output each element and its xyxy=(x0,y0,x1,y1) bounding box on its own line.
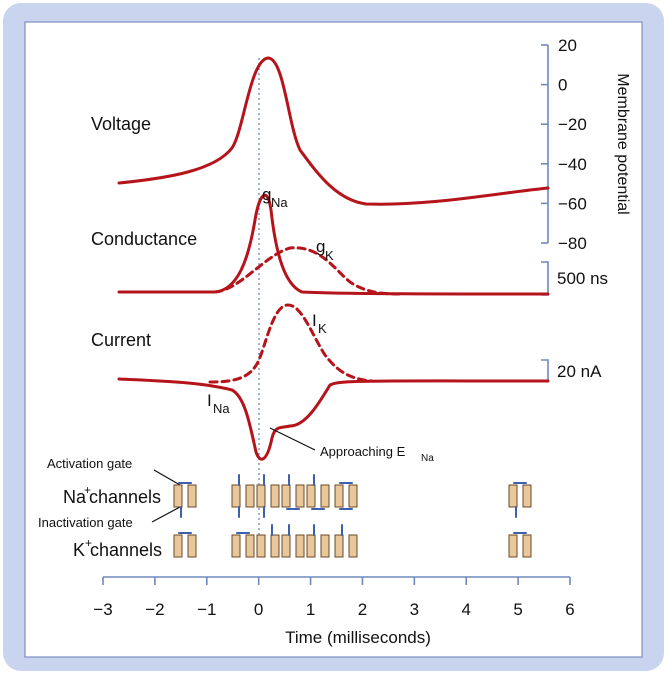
i-k-label-sub: K xyxy=(318,321,327,336)
conductance-traces xyxy=(117,194,550,296)
conductance-scale-label: 500 ns xyxy=(557,269,608,288)
g-k-label-sub: K xyxy=(325,248,334,263)
activation-gate-pointer xyxy=(153,469,181,486)
approaching-label-sub: Na xyxy=(421,453,434,464)
time-tick-label: 5 xyxy=(513,600,522,619)
k-channel-icon xyxy=(508,532,532,558)
na-channel-icon xyxy=(256,474,280,518)
k-channels-label-sup: + xyxy=(85,536,92,550)
na-channel-icon xyxy=(231,474,255,518)
k-channel-icon xyxy=(281,524,305,558)
k-channels-label-rest: channels xyxy=(90,540,162,560)
g-k-label: g K xyxy=(316,237,334,263)
i-na-label-main: I xyxy=(207,391,212,410)
approaching-label-main: Approaching E xyxy=(320,444,406,459)
time-axis-label: Time (milliseconds) xyxy=(285,628,431,647)
time-tick-label: 6 xyxy=(565,600,574,619)
na-channels-label-sup: + xyxy=(84,483,91,497)
g-na-label: g Na xyxy=(262,185,288,210)
g-na-label-main: g xyxy=(262,185,271,204)
time-tick-label: −3 xyxy=(93,600,112,619)
na-channels-label: Na + channels xyxy=(63,483,161,507)
na-channels-label-rest: channels xyxy=(89,487,161,507)
na-channel-icon xyxy=(281,474,305,510)
potential-tick-label: −40 xyxy=(558,155,587,174)
approaching-pointer xyxy=(269,427,316,451)
time-tick-label: 3 xyxy=(410,600,419,619)
g-na-label-sub: Na xyxy=(271,195,288,210)
k-channels-label-main: K xyxy=(73,540,85,560)
conductance-label: Conductance xyxy=(91,229,197,249)
potential-tick-label: 0 xyxy=(558,76,567,95)
k-channel-icon xyxy=(173,532,197,558)
k-channel-icon xyxy=(231,532,255,558)
potential-tick-label: −60 xyxy=(558,194,587,213)
time-axis: −3 −2 −1 0 1 2 3 4 5 6 xyxy=(93,576,575,619)
time-tick-label: −1 xyxy=(197,600,216,619)
inner-panel xyxy=(24,21,643,658)
current-scale-label: 20 nA xyxy=(557,362,602,381)
time-tick-label: 1 xyxy=(306,600,315,619)
k-channel-icon xyxy=(334,524,358,558)
g-na-curve xyxy=(117,194,550,296)
na-channels-label-main: Na xyxy=(63,487,87,507)
time-tick-label: 4 xyxy=(461,600,470,619)
i-na-label-sub: Na xyxy=(213,401,230,416)
k-channel-row xyxy=(173,524,532,558)
activation-gate-label: Activation gate xyxy=(47,456,132,471)
k-channels-label: K + channels xyxy=(73,536,162,560)
k-channel-icon xyxy=(306,524,330,558)
time-tick-label: 0 xyxy=(254,600,263,619)
time-tick-label: −2 xyxy=(145,600,164,619)
membrane-potential-axis: 20 0 −20 −40 −60 −80 xyxy=(541,36,587,253)
membrane-potential-label: Membrane potential xyxy=(614,73,631,214)
g-k-label-main: g xyxy=(316,237,325,256)
na-channel-icon xyxy=(173,482,197,518)
i-na-curve xyxy=(117,377,550,461)
na-channel-icon xyxy=(306,474,330,510)
i-k-label-main: I xyxy=(312,311,317,330)
potential-tick-label: 20 xyxy=(558,36,577,55)
g-k-curve xyxy=(213,246,402,296)
na-channel-icon xyxy=(508,482,532,518)
inactivation-gate-pointer xyxy=(151,506,181,523)
approaching-label: Approaching E Na xyxy=(320,444,434,464)
na-channel-row xyxy=(173,474,532,518)
i-k-curve xyxy=(208,303,374,384)
k-channel-icon xyxy=(256,524,280,558)
i-na-label: I Na xyxy=(207,391,230,416)
na-channel-icon xyxy=(334,482,358,510)
voltage-trace xyxy=(117,56,550,206)
current-label: Current xyxy=(91,330,151,350)
voltage-label: Voltage xyxy=(91,114,151,134)
potential-tick-label: −20 xyxy=(558,115,587,134)
current-traces xyxy=(117,303,550,461)
potential-tick-label: −80 xyxy=(558,234,587,253)
inactivation-gate-label: Inactivation gate xyxy=(38,515,133,530)
i-k-label: I K xyxy=(312,311,327,336)
time-tick-label: 2 xyxy=(358,600,367,619)
